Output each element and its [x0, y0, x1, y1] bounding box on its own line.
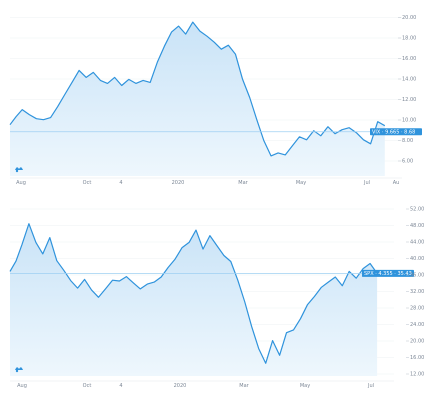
x-tick-label: 4: [119, 180, 122, 186]
y-tick-label: 12.00: [410, 372, 424, 378]
x-tick-label: Oct: [83, 383, 92, 389]
x-tick-label: Oct: [83, 180, 92, 186]
logo-icon: [15, 167, 23, 173]
y-tick-label: 18.00: [402, 36, 416, 42]
y-tick-label: 10.00: [402, 118, 416, 124]
x-tick-label: Mar: [238, 180, 248, 186]
y-tick-label: 12.00: [402, 97, 416, 103]
y-tick-label: 8.00: [402, 138, 413, 144]
series-area: [10, 22, 385, 176]
x-tick-label: Jul: [367, 383, 374, 389]
y-tick-label: 16.00: [410, 355, 424, 361]
x-tick-label: Jul: [363, 180, 370, 186]
x-tick-label: 2020: [174, 383, 187, 389]
x-tick-label: Mar: [239, 383, 249, 389]
y-tick-label: 36.00: [410, 273, 424, 279]
ticker-tag: SPX · 4.355 · 35.43: [362, 269, 414, 277]
x-tick-label: May: [296, 180, 306, 186]
series-line: [9, 21, 386, 157]
vix-chart: VIX · 9.665 · 8.68 Aug Oct 4 2020 Mar May Jul Au…: [9, 15, 422, 186]
y-tick-label: 44.00: [410, 240, 424, 246]
ticker-tag: VIX · 9.665 · 8.68: [370, 128, 422, 136]
y-tick-label: 40.00: [410, 256, 424, 262]
y-tick-label: 20.00: [402, 15, 416, 21]
x-tick-label: May: [300, 383, 310, 389]
y-tick-label: 14.00: [402, 77, 416, 83]
series-area: [10, 223, 378, 376]
x-tick-label: Au: [393, 180, 400, 186]
y-tick-label: 52.00: [410, 207, 424, 213]
y-tick-label: 24.00: [410, 322, 424, 328]
y-tick-label: 6.00: [402, 159, 413, 165]
x-tick-label: 4: [119, 383, 122, 389]
y-tick-label: 20.00: [410, 339, 424, 345]
y-tick-label: 32.00: [410, 289, 424, 295]
x-tick-label: Aug: [16, 180, 26, 186]
series-line: [9, 223, 378, 364]
spx-chart: SPX · 4.355 · 35.43 Aug Oct 4 2020 Mar May Jul 5…: [9, 207, 424, 389]
ticker-tag-label: SPX · 4.355 · 35.43: [364, 271, 412, 277]
x-tick-label: Aug: [17, 383, 27, 389]
y-tick-label: 28.00: [410, 306, 424, 312]
logo-icon: [15, 367, 23, 373]
x-tick-label: 2020: [172, 180, 185, 186]
ticker-tag-label: VIX · 9.665 · 8.68: [372, 130, 415, 136]
y-tick-label: 16.00: [402, 56, 416, 62]
y-tick-label: 48.00: [410, 223, 424, 229]
